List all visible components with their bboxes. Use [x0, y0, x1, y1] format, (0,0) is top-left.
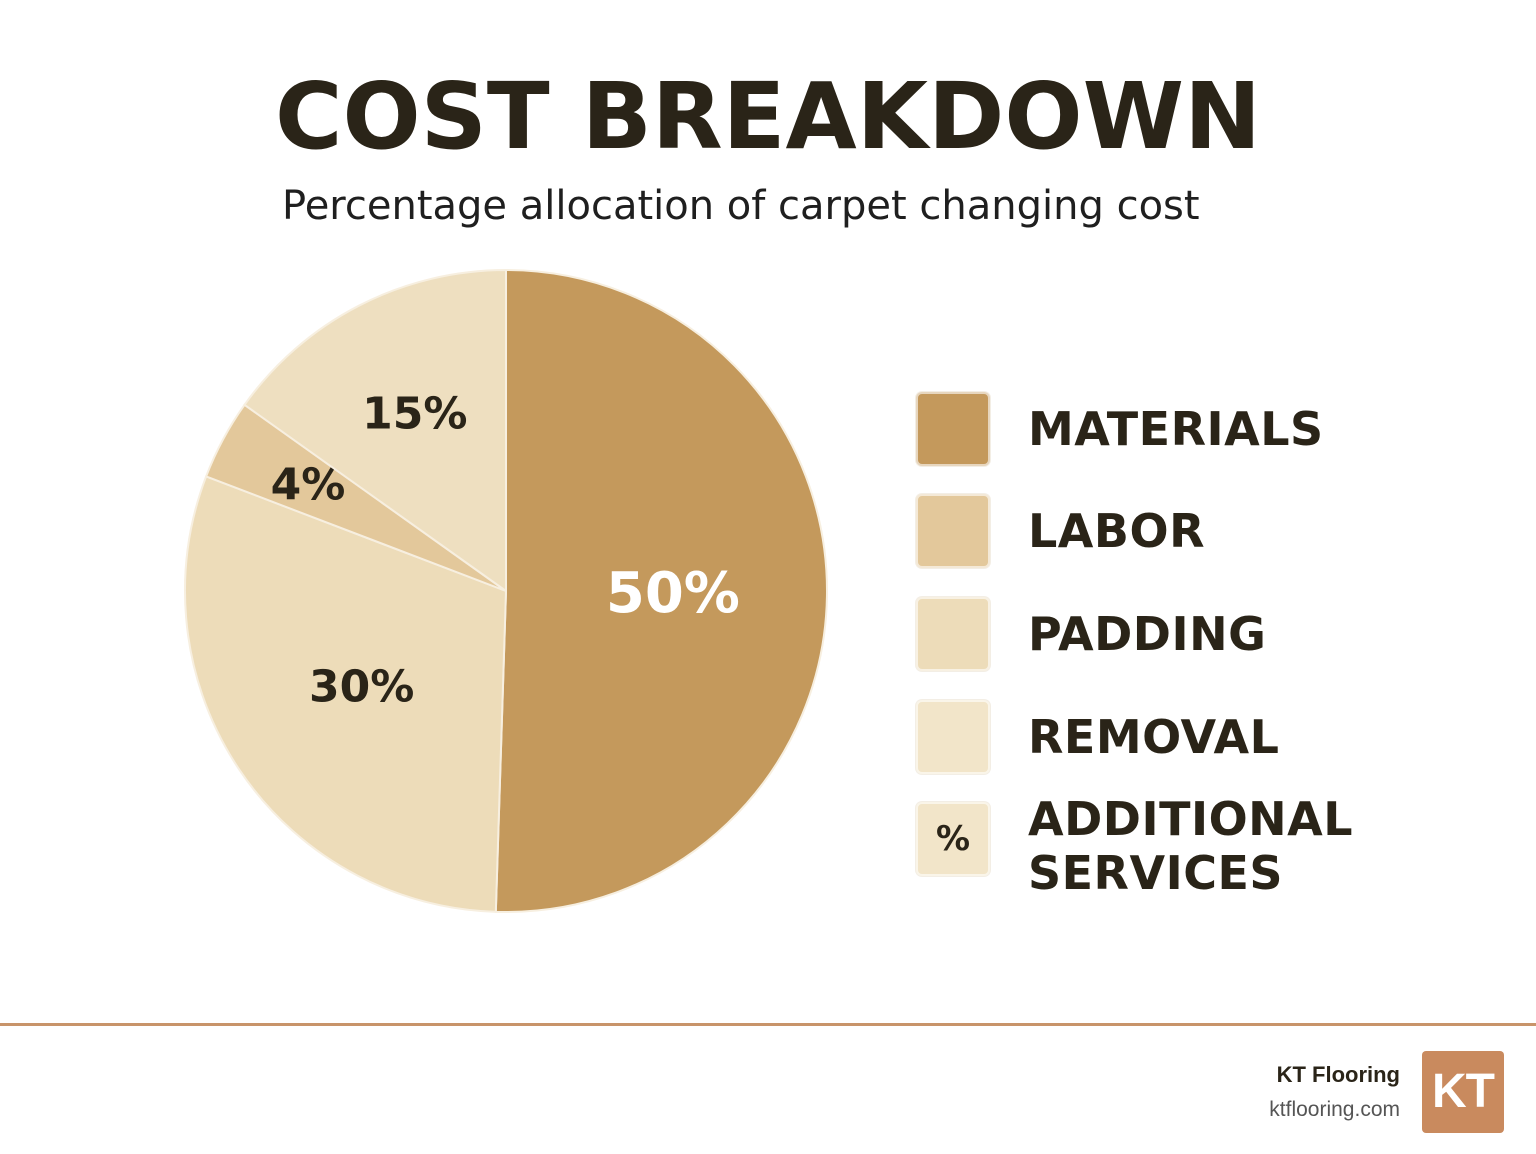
pie-slice-50 [494, 268, 829, 913]
legend-label-line1: ADDITIONAL [1028, 792, 1354, 846]
page-title: COST BREAKDOWN [274, 63, 1262, 170]
legend-swatch-padding [916, 597, 990, 671]
legend-item-materials: MATERIALS [916, 392, 1436, 466]
legend-swatch-removal [916, 700, 990, 774]
legend-item-padding: PADDING [916, 597, 1436, 671]
page-subtitle: Percentage allocation of carpet changing… [282, 183, 1200, 229]
legend-label-materials: MATERIALS [1028, 402, 1324, 456]
footer-divider [0, 1023, 1536, 1026]
brand-name: KT Flooring [1276, 1062, 1400, 1087]
legend-label-labor: LABOR [1028, 504, 1205, 558]
legend-label-padding: PADDING [1028, 607, 1267, 661]
legend-swatch-labor [916, 494, 990, 568]
legend-label-additional-services: ADDITIONAL SERVICES [1028, 792, 1353, 900]
legend-item-removal: REMOVAL [916, 700, 1436, 774]
pie-slice-label-15: 15% [362, 389, 467, 440]
legend-label-line2: SERVICES [1028, 846, 1284, 900]
legend-swatch-materials [916, 392, 990, 466]
pie-chart: 50%30%4%15% [184, 268, 829, 913]
pie-slice-label-50: 50% [606, 561, 740, 626]
brand-url: ktflooring.com [1269, 1098, 1400, 1121]
brand-logo: KT [1422, 1051, 1504, 1133]
pie-slice-15 [243, 268, 507, 593]
pie-slice-30 [184, 475, 508, 913]
pie-slice-label-30: 30% [309, 662, 414, 713]
percent-icon: % [916, 802, 990, 876]
legend-item-labor: LABOR [916, 494, 1436, 568]
legend-item-additional-services: % ADDITIONAL SERVICES [916, 792, 1436, 900]
legend-label-removal: REMOVAL [1028, 710, 1280, 764]
